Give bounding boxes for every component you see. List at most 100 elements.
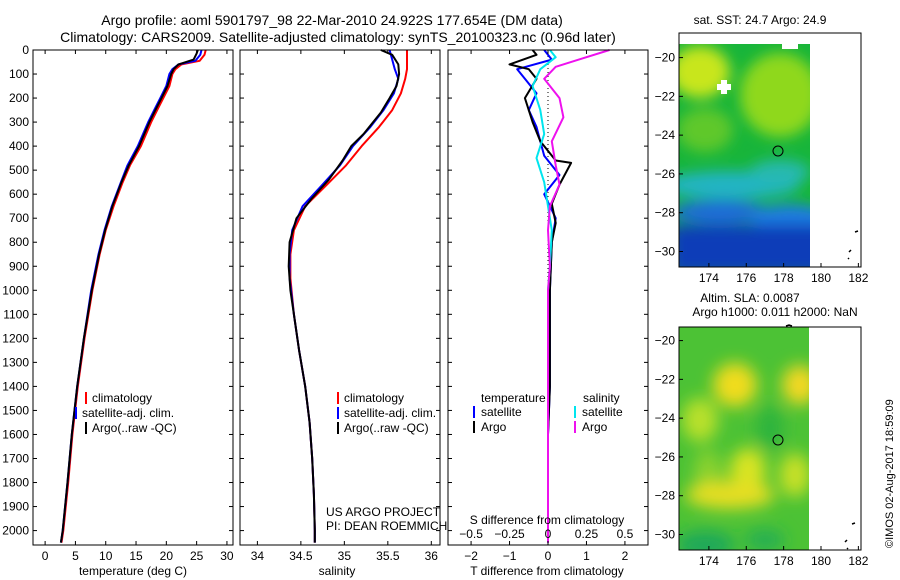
temperature-axes <box>32 49 234 546</box>
x-tick-label-salinity: 0 <box>545 527 552 541</box>
y-tick-label: 1000 <box>2 283 29 297</box>
y-tick-label: 600 <box>9 187 29 201</box>
sla-map-x-ticks: 174 176 178 180 182 <box>699 546 869 568</box>
sst-coast-dots <box>847 230 859 260</box>
sla-map-title: Altim. SLA: 0.0087 <box>700 291 800 305</box>
map-y-tick-label: −20 <box>655 334 676 348</box>
figure-title-line1: Argo profile: aoml 5901797_98 22-Mar-201… <box>101 12 563 28</box>
difference-series-temperature-satellite <box>516 49 561 543</box>
x-tick-label: 1 <box>583 549 590 563</box>
difference-x-ticks: −2 −1 0 1 2 <box>464 50 629 563</box>
temperature-y-ticks: 0 100 200 300 400 500 600 700 800 900 1000 1100 1200… <box>2 43 233 538</box>
pi-label: PI: DEAN ROEMMICH <box>326 519 447 533</box>
y-tick-label: 1700 <box>2 451 29 465</box>
x-tick-label-salinity: −0.5 <box>459 527 483 541</box>
project-label: US ARGO PROJECT <box>326 505 441 519</box>
difference-lines <box>508 49 610 543</box>
legend-header-salinity: salinity <box>583 391 620 405</box>
x-tick-label: 10 <box>99 549 113 563</box>
map-y-tick-label: −22 <box>655 372 676 386</box>
map-x-tick-label: 176 <box>736 554 756 568</box>
legend-label-climatology: climatology <box>344 391 404 405</box>
x-tick-label: 36 <box>425 549 439 563</box>
y-tick-label: 2000 <box>2 524 29 538</box>
y-tick-label: 500 <box>9 163 29 177</box>
sst-map-x-ticks: 174 176 178 180 182 <box>699 263 869 285</box>
salinity-x-ticks: 34 34.5 35 35.5 36 <box>251 50 439 563</box>
map-y-tick-label: −22 <box>655 89 676 103</box>
difference-xlabel-salinity: S difference from climatology <box>470 513 625 527</box>
sst-argo-location-marker <box>772 145 784 157</box>
x-tick-label: 20 <box>160 549 174 563</box>
x-tick-label: 2 <box>622 549 629 563</box>
figure-title-line2: Climatology: CARS2009. Satellite-adjuste… <box>60 29 616 45</box>
y-tick-label: 0 <box>22 43 29 57</box>
temperature-series-climatology <box>60 49 207 543</box>
salinity-legend: climatology satellite-adj. clim. Argo(..… <box>337 391 436 435</box>
sla-map-y-ticks: −20 −22 −24 −26 −28 −30 <box>655 334 683 541</box>
difference-panel: −2 −1 0 1 2 −0.5 −0.25 0 0.25 0.5 T difference f… <box>447 49 649 578</box>
salinity-series-argo-raw-qc- <box>287 49 401 543</box>
sla-map-subtitle: Argo h1000: 0.011 h2000: NaN <box>692 305 857 319</box>
y-tick-label: 1100 <box>3 307 29 321</box>
y-tick-label: 1900 <box>2 500 29 514</box>
x-tick-label: 0 <box>42 549 49 563</box>
y-tick-label: 700 <box>9 211 29 225</box>
map-x-tick-label: 174 <box>699 271 719 285</box>
x-tick-label: 34 <box>251 549 265 563</box>
sst-map-axes <box>678 32 862 268</box>
x-tick-label: −2 <box>464 549 478 563</box>
map-y-tick-label: −26 <box>655 167 676 181</box>
difference-series-temperature-argo <box>508 49 573 543</box>
x-tick-label-salinity: 0.25 <box>575 527 599 541</box>
x-tick-label: −1 <box>503 549 517 563</box>
difference-legend: temperature salinity satellite Argo sate… <box>473 391 623 434</box>
legend-label-temperature-argo: Argo <box>481 420 507 434</box>
x-tick-label-salinity: 0.5 <box>617 527 634 541</box>
y-tick-label: 100 <box>9 67 29 81</box>
difference-series-salinity-argo <box>543 49 610 543</box>
map-y-tick-label: −26 <box>655 450 676 464</box>
difference-x-ticks-salinity: −0.5 −0.25 0 0.25 0.5 <box>459 527 633 541</box>
map-x-tick-label: 180 <box>811 271 831 285</box>
temperature-x-ticks: 0 5 10 15 20 25 30 <box>42 50 234 563</box>
legend-label-satellite: satellite-adj. clim. <box>82 406 174 420</box>
legend-label-argo: Argo(..raw -QC) <box>92 421 177 435</box>
y-tick-label: 1300 <box>2 355 29 369</box>
legend-label-salinity-satellite: satellite <box>582 405 623 419</box>
x-tick-label: 35 <box>338 549 352 563</box>
difference-y-ticks <box>448 49 648 532</box>
y-tick-label: 200 <box>9 91 29 105</box>
sla-map-image <box>679 327 821 550</box>
map-x-tick-label: 178 <box>774 271 794 285</box>
map-y-tick-label: −28 <box>655 489 676 503</box>
sst-map-y-ticks: −20 −22 −24 −26 −28 −30 <box>655 51 683 258</box>
y-tick-label: 800 <box>9 235 29 249</box>
map-x-tick-label: 180 <box>811 554 831 568</box>
map-y-tick-label: −28 <box>655 206 676 220</box>
salinity-panel: 34 34.5 35 35.5 36 salinity climatology sate… <box>239 49 447 578</box>
x-tick-label: 34.5 <box>289 549 313 563</box>
map-x-tick-label: 176 <box>736 271 756 285</box>
map-y-tick-label: −24 <box>655 411 676 425</box>
y-tick-label: 400 <box>9 139 29 153</box>
temperature-legend: climatology satellite-adj. clim. Argo(..… <box>75 391 177 435</box>
map-x-tick-label: 182 <box>848 271 868 285</box>
legend-label-salinity-argo: Argo <box>582 420 608 434</box>
sla-map-panel: Altim. SLA: 0.0087 Argo h1000: 0.011 h20… <box>655 291 869 568</box>
y-tick-label: 1200 <box>2 331 29 345</box>
sst-map-image <box>679 44 821 267</box>
difference-xlabel-temperature: T difference from climatology <box>470 564 624 578</box>
map-y-tick-label: −30 <box>655 244 676 258</box>
x-tick-label: 25 <box>190 549 204 563</box>
x-tick-label: 0 <box>545 549 552 563</box>
map-y-tick-label: −30 <box>655 527 676 541</box>
legend-label-temperature-satellite: satellite <box>481 405 522 419</box>
y-tick-label: 300 <box>9 115 29 129</box>
salinity-axes <box>239 49 441 546</box>
map-x-tick-label: 182 <box>848 554 868 568</box>
y-tick-label: 1600 <box>2 427 29 441</box>
map-x-tick-label: 178 <box>774 554 794 568</box>
x-tick-label: 5 <box>72 549 79 563</box>
